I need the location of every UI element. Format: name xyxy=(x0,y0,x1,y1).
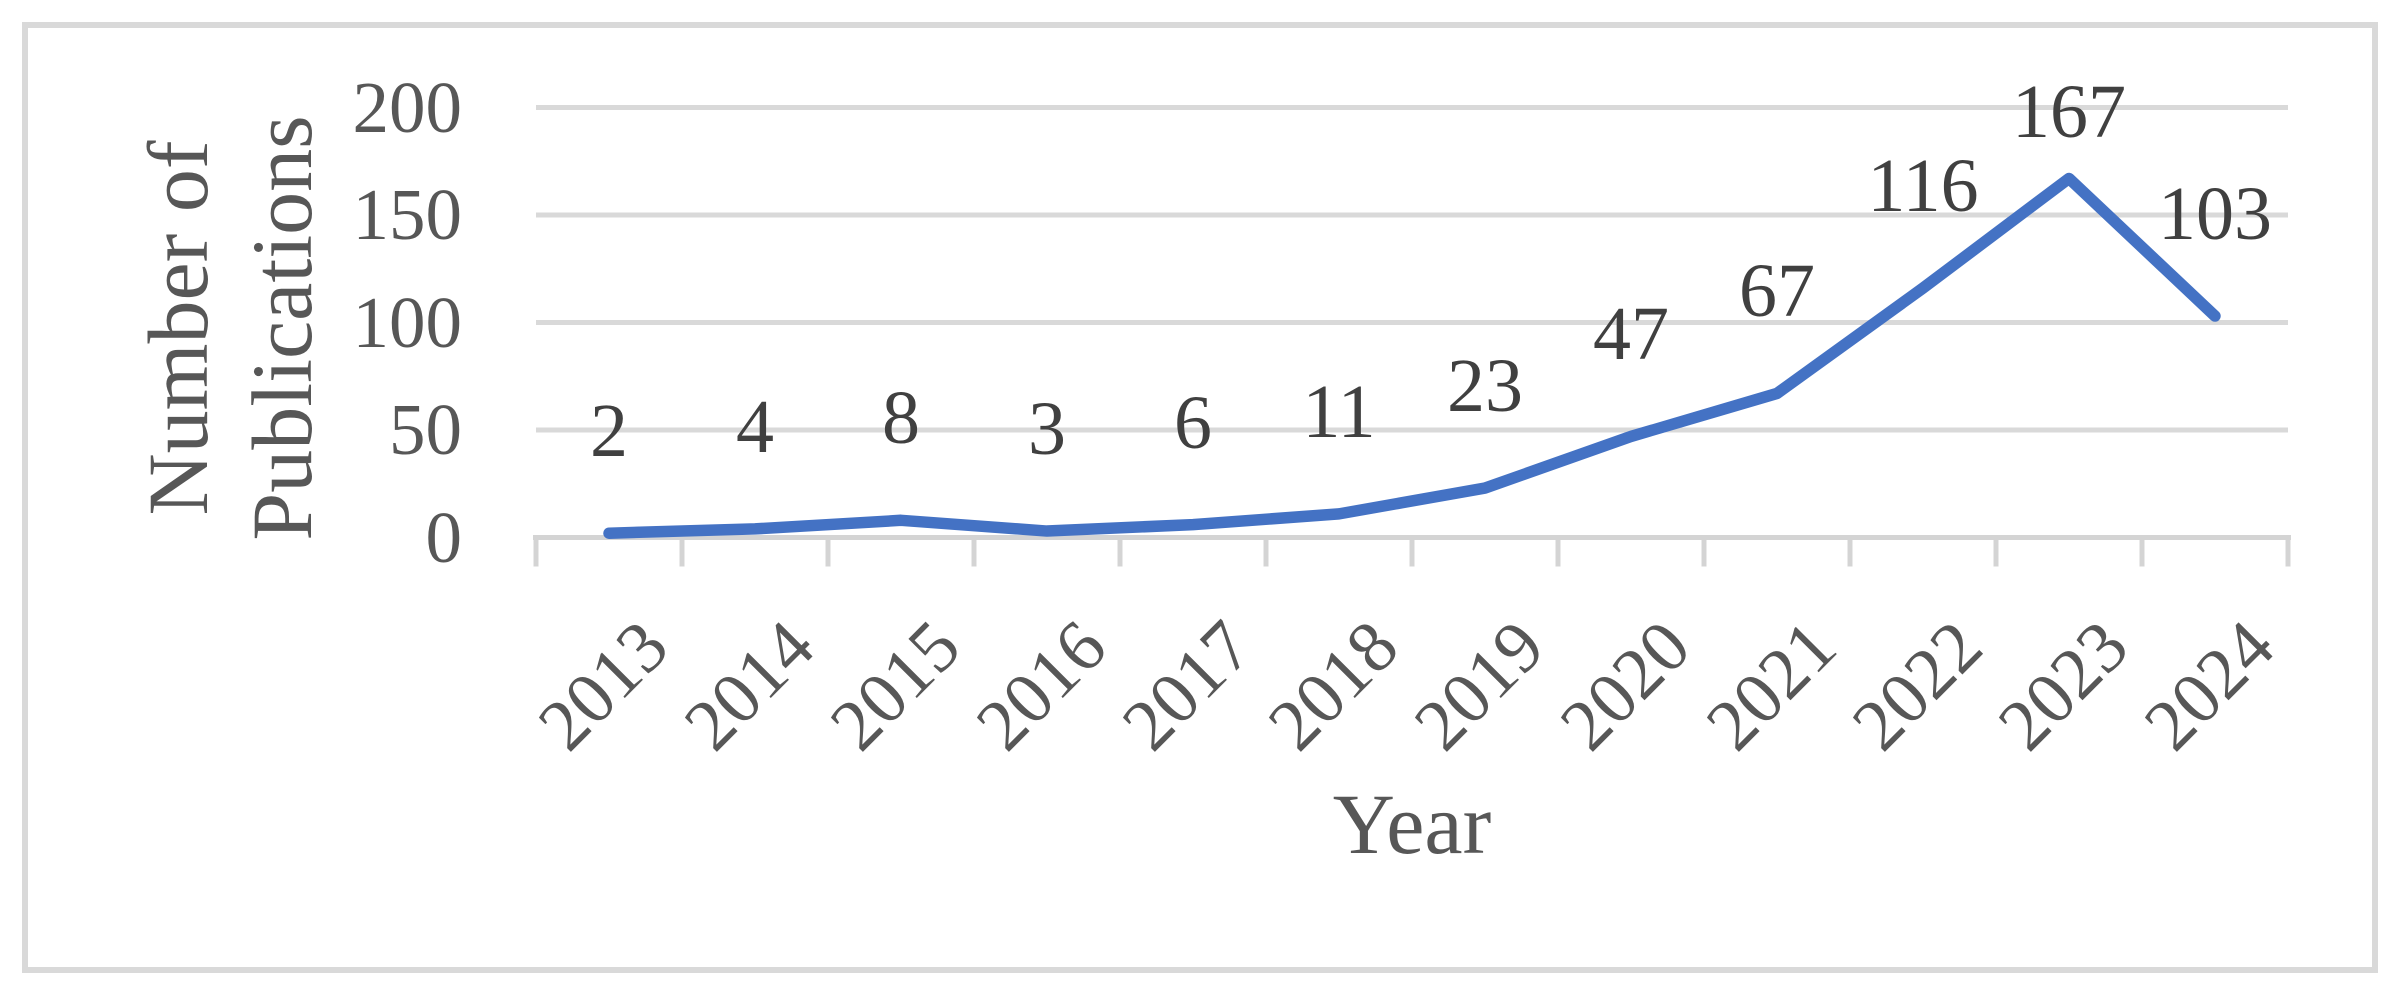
y-tick-label-200: 200 xyxy=(352,66,463,148)
x-axis-title: Year xyxy=(1332,776,1492,872)
data-label-2020: 47 xyxy=(1593,292,1669,377)
y-axis-title: Number of Publications xyxy=(126,115,334,540)
y-tick-label-150: 150 xyxy=(352,174,463,255)
data-label-2019: 23 xyxy=(1447,344,1523,429)
y-axis-title-line2: Publications xyxy=(234,115,330,541)
data-label-2013: 2 xyxy=(590,389,628,474)
data-label-2021: 67 xyxy=(1739,249,1815,334)
data-label-2014: 4 xyxy=(736,384,774,469)
data-label-2017: 6 xyxy=(1174,380,1212,465)
data-label-2018: 11 xyxy=(1302,369,1376,454)
data-label-2024: 103 xyxy=(2158,172,2272,257)
data-label-2016: 3 xyxy=(1028,387,1066,472)
y-axis-title-line1: Number of xyxy=(130,140,226,516)
y-tick-label-0: 0 xyxy=(425,496,463,578)
y-tick-label-50: 50 xyxy=(389,389,462,470)
data-label-2022: 116 xyxy=(1867,144,1979,229)
publications-line-series xyxy=(603,172,2221,539)
data-label-2023: 167 xyxy=(2012,70,2126,154)
y-tick-label-100: 100 xyxy=(352,281,463,363)
figure-border xyxy=(22,22,2378,973)
data-label-2015: 8 xyxy=(882,376,920,461)
